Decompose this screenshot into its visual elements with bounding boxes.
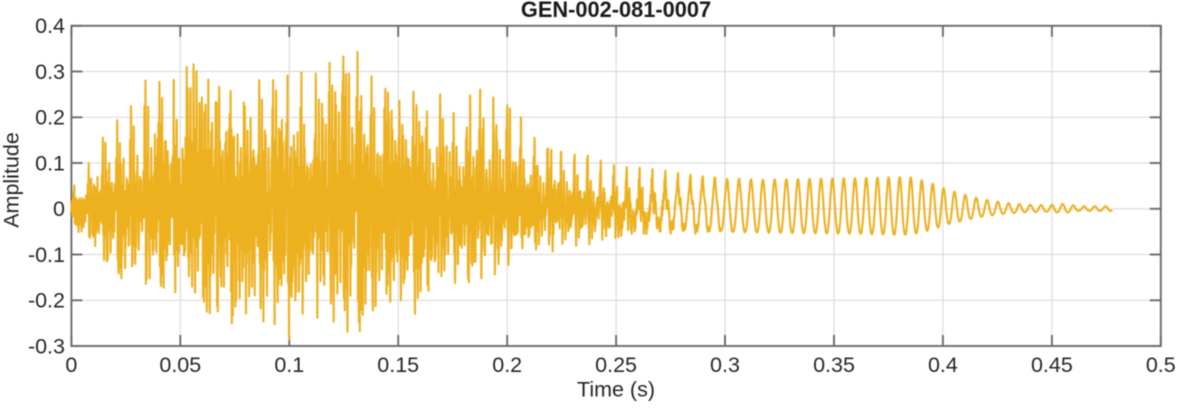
svg-text:0.35: 0.35 (813, 353, 855, 377)
svg-text:Time (s): Time (s) (577, 378, 655, 402)
svg-text:0.45: 0.45 (1031, 353, 1073, 377)
svg-text:0.4: 0.4 (928, 353, 958, 377)
svg-text:0.4: 0.4 (35, 14, 65, 38)
svg-text:0.2: 0.2 (492, 353, 522, 377)
svg-text:0.5: 0.5 (1146, 353, 1176, 377)
svg-text:0.25: 0.25 (595, 353, 637, 377)
svg-text:0: 0 (53, 197, 65, 221)
svg-text:GEN-002-081-0007: GEN-002-081-0007 (521, 0, 711, 22)
svg-text:-0.2: -0.2 (28, 289, 65, 313)
svg-text:-0.1: -0.1 (28, 243, 65, 267)
svg-text:0.05: 0.05 (159, 353, 201, 377)
svg-text:0.2: 0.2 (35, 106, 65, 130)
svg-text:0.15: 0.15 (377, 353, 419, 377)
svg-text:0.3: 0.3 (35, 60, 65, 84)
svg-text:0.1: 0.1 (274, 353, 304, 377)
svg-text:0.3: 0.3 (710, 353, 740, 377)
svg-text:-0.3: -0.3 (28, 334, 65, 358)
svg-text:0: 0 (65, 353, 77, 377)
svg-text:Amplitude: Amplitude (0, 132, 24, 228)
svg-text:0.1: 0.1 (35, 151, 65, 175)
